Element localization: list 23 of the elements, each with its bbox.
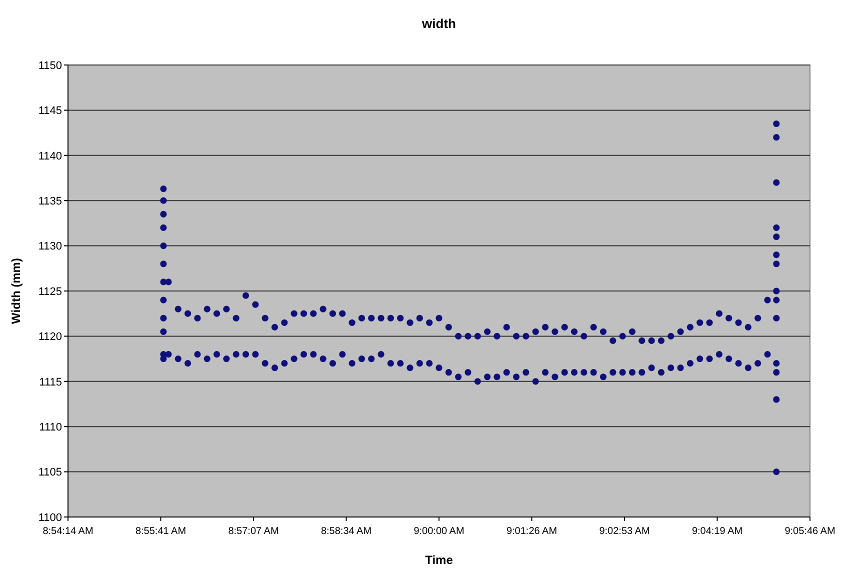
y-tick-label: 1120 [38, 331, 62, 344]
y-tick-label: 1110 [39, 421, 62, 434]
x-tick-label: 8:54:14 AM [42, 526, 94, 537]
x-tick-label: 9:02:53 AM [599, 526, 650, 537]
y-tick-label: 1125 [38, 286, 62, 298]
x-axis-title: Time [425, 553, 454, 567]
x-tick-label: 8:55:41 AM [135, 526, 186, 537]
y-tick-label: 1135 [38, 195, 62, 208]
x-tick-label: 9:00:00 AM [414, 526, 464, 537]
x-tick-label: 8:58:34 AM [320, 526, 372, 537]
x-tick-label: 9:01:26 AM [506, 526, 558, 537]
y-tick-label: 1130 [38, 240, 62, 253]
x-tick-label: 9:04:19 AM [692, 526, 743, 537]
y-tick-label: 1100 [38, 512, 62, 524]
y-tick-label: 1150 [38, 60, 62, 72]
chart-title: width [421, 16, 456, 31]
y-axis-title: Width (mm) [9, 258, 23, 324]
y-tick-label: 1145 [38, 105, 62, 118]
y-tick-label: 1115 [39, 376, 62, 388]
x-tick-label: 8:57:07 AM [228, 526, 279, 537]
y-tick-label: 1140 [38, 150, 62, 162]
x-tick-label: 9:05:46 AM [784, 526, 836, 537]
y-tick-label: 1105 [38, 466, 62, 479]
